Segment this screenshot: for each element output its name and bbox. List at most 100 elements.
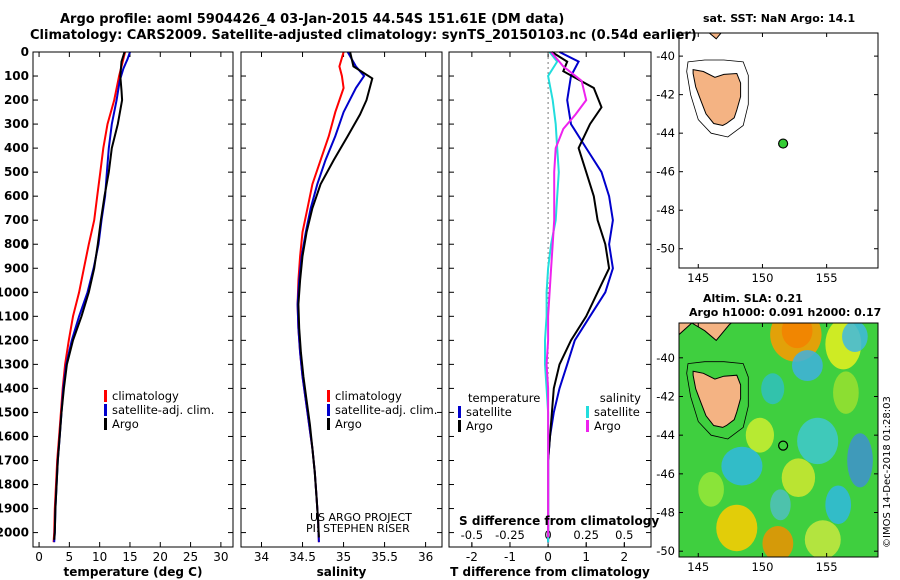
depth-tick-label: 800: [4, 237, 29, 251]
tdiff-xtick-label: -2: [466, 550, 478, 564]
depth-tick-label: 900: [4, 261, 29, 275]
depth-tick-label: 1600: [0, 429, 29, 443]
sla-blob: [721, 446, 763, 486]
salinity-legend-label: climatology: [335, 389, 402, 403]
temperature-legend-swatch: [104, 404, 107, 416]
sst-map-frame: [678, 32, 879, 269]
temperature-xtick-label: 10: [92, 550, 107, 564]
salinity-legend-label: satellite-adj. clim.: [335, 403, 437, 417]
sdiff-xlabel: S difference from climatology: [459, 514, 659, 528]
salinity-axes: [240, 51, 443, 548]
salinity-xlabel: salinity: [317, 565, 367, 579]
depth-tick-label: 1100: [0, 309, 29, 323]
sla-blob: [781, 458, 816, 498]
salinity-xtick-label: 36: [418, 550, 433, 564]
tdiff-legend-swatch: [458, 406, 461, 418]
depth-tick-label: 1500: [0, 405, 29, 419]
depth-tick-label: 100: [4, 69, 29, 83]
mainland-land: [679, 323, 733, 342]
depth-tick-label: 300: [4, 117, 29, 131]
tdiff-legend-label: satellite: [466, 405, 512, 419]
sla-blob: [762, 526, 794, 557]
temperature-xtick-label: 0: [35, 550, 43, 564]
legend-title-temperature: temperature: [468, 391, 540, 405]
tdiff-satellite-line: [547, 51, 614, 543]
map-bottom-title-line1: Altim. SLA: 0.21: [703, 292, 803, 305]
shelf-contour: [686, 361, 749, 440]
sla-map-xtick-label: 155: [816, 560, 838, 574]
shelf-contour: [686, 59, 749, 138]
sdiff-tick-label: -0.25: [495, 528, 525, 542]
sla-map-xtick-label: 150: [751, 560, 773, 574]
sla-blob: [825, 485, 852, 525]
temperature-legend-swatch: [104, 390, 107, 402]
sla-map-ytick-label: -44: [656, 428, 675, 442]
salinity-xtick-label: 35.5: [371, 550, 398, 564]
temperature-satellite-adj-clim--line: [53, 51, 131, 543]
sla-blob: [698, 471, 724, 507]
tdiff-xtick-label: -1: [504, 550, 516, 564]
depth-tick-label: 1000: [0, 285, 29, 299]
tdiff-xtick-label: 2: [621, 550, 629, 564]
salinity-xtick-label: 35: [336, 550, 351, 564]
tdiff-legend-label: Argo: [466, 419, 493, 433]
salinity-climatology-line: [296, 51, 345, 543]
temperature-xtick-label: 30: [213, 550, 228, 564]
map-bottom-title-line2: Argo h1000: 0.091 h2000: 0.17: [689, 306, 882, 319]
sla-blob: [842, 323, 868, 353]
figure-title-line1: Argo profile: aoml 5904426_4 03-Jan-2015…: [60, 12, 565, 27]
sst-map-content: [679, 33, 789, 149]
salinity-legend-label: Argo: [335, 417, 362, 431]
map-top-title: sat. SST: NaN Argo: 14.1: [703, 12, 856, 25]
sla-map-ytick-label: -46: [656, 467, 675, 481]
temperature-xtick-label: 20: [153, 550, 168, 564]
depth-tick-label: 2000: [0, 526, 29, 540]
sla-blob: [745, 417, 775, 453]
sla-map-ytick-label: -50: [656, 544, 675, 558]
sla-blob: [804, 520, 841, 557]
sdiff-satellite-line: [544, 51, 560, 543]
tasmania-land: [692, 68, 742, 127]
depth-tick-label: 1800: [0, 478, 29, 492]
salinity-legend-swatch: [327, 404, 330, 416]
depth-tick-label: 1400: [0, 381, 29, 395]
depth-tick-label: 0: [21, 45, 29, 59]
sla-blob: [761, 373, 785, 405]
temperature-legend-label: climatology: [112, 389, 179, 403]
sst-map: -40 -42 -44 -46 -48 -50 145 150 155: [656, 32, 879, 285]
sla-blob: [797, 417, 839, 465]
temperature-panel: 0100200300400500600700800900100011001200…: [0, 45, 233, 579]
depth-tick-label: 200: [4, 93, 29, 107]
sla-map-frame: [678, 322, 879, 558]
depth-tick-label: 1300: [0, 357, 29, 371]
sla-blob: [791, 350, 823, 382]
sla-map-ytick-label: -48: [656, 506, 675, 520]
sla-map-ytick-label: -42: [656, 389, 675, 403]
depth-tick-label: 400: [4, 141, 29, 155]
sst-map-ytick-label: -48: [656, 203, 675, 217]
figure-title-line2: Climatology: CARS2009. Satellite-adjuste…: [30, 28, 697, 43]
mainland-land: [679, 33, 722, 40]
temperature-legend-swatch: [104, 418, 107, 430]
sdiff-tick-label: 0.5: [615, 528, 633, 542]
depth-tick-label-extra: 0: [21, 238, 29, 252]
sst-map-ytick-label: -44: [656, 126, 675, 140]
sst-map-xtick-label: 150: [751, 271, 773, 285]
sdiff-legend-label: satellite: [594, 405, 640, 419]
sdiff-legend-swatch: [586, 420, 589, 432]
sst-map-ytick-label: -46: [656, 165, 675, 179]
tdiff-xtick-label: 0: [544, 550, 552, 564]
depth-tick-label: 500: [4, 165, 29, 179]
argo-float-marker: [778, 440, 789, 451]
temperature-axes: [32, 51, 234, 548]
sdiff-tick-label: -0.5: [461, 528, 483, 542]
tdiff-xlabel: T difference from climatology: [450, 565, 650, 579]
sst-map-xtick-label: 145: [687, 271, 709, 285]
sla-blob: [770, 489, 791, 521]
depth-tick-label: 1700: [0, 453, 29, 467]
depth-tick-label: 700: [4, 213, 29, 227]
sdiff-legend-swatch: [586, 406, 589, 418]
sla-blob: [833, 371, 859, 414]
difference-axes: [448, 51, 652, 548]
